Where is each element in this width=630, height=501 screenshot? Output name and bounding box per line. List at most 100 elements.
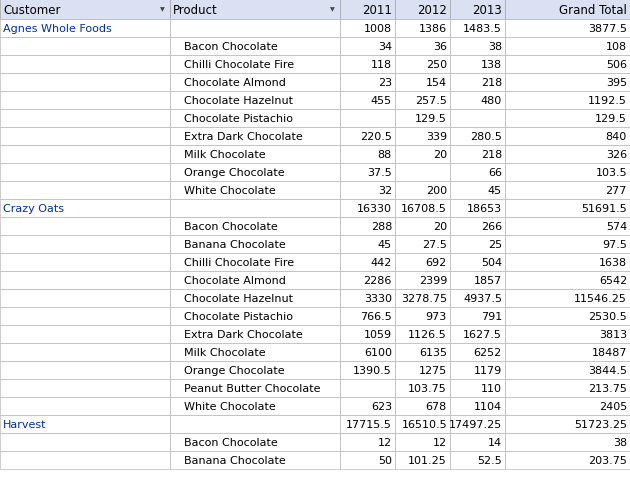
Bar xyxy=(395,128,450,146)
Text: 3877.5: 3877.5 xyxy=(588,24,627,34)
Text: 213.75: 213.75 xyxy=(588,383,627,393)
Text: 45: 45 xyxy=(488,186,502,195)
Bar xyxy=(450,235,505,254)
Text: Extra Dark Chocolate: Extra Dark Chocolate xyxy=(184,132,303,142)
Bar xyxy=(450,343,505,361)
Bar xyxy=(170,433,340,451)
Bar xyxy=(505,308,630,325)
Bar xyxy=(0,20,170,38)
Text: 16708.5: 16708.5 xyxy=(401,203,447,213)
Bar xyxy=(340,56,395,74)
Bar xyxy=(0,0,170,20)
Text: 266: 266 xyxy=(481,221,502,231)
Bar xyxy=(170,290,340,308)
Text: 791: 791 xyxy=(481,312,502,321)
Text: Banana Chocolate: Banana Chocolate xyxy=(184,455,286,465)
Bar xyxy=(0,254,170,272)
Bar xyxy=(505,290,630,308)
Bar xyxy=(0,217,170,235)
Bar xyxy=(0,110,170,128)
Text: 1857: 1857 xyxy=(474,276,502,286)
Bar xyxy=(170,38,340,56)
Text: 118: 118 xyxy=(371,60,392,70)
Bar xyxy=(395,235,450,254)
Text: 17715.5: 17715.5 xyxy=(346,419,392,429)
Bar xyxy=(0,325,170,343)
Bar xyxy=(450,415,505,433)
Text: 277: 277 xyxy=(605,186,627,195)
Bar xyxy=(0,343,170,361)
Text: Chilli Chocolate Fire: Chilli Chocolate Fire xyxy=(184,258,294,268)
Text: ▼: ▼ xyxy=(159,8,164,13)
Text: Bacon Chocolate: Bacon Chocolate xyxy=(184,437,278,447)
Bar xyxy=(170,110,340,128)
Bar xyxy=(395,451,450,469)
Text: 38: 38 xyxy=(488,42,502,52)
Bar xyxy=(340,92,395,110)
Text: 154: 154 xyxy=(426,78,447,88)
Bar xyxy=(450,325,505,343)
Text: 108: 108 xyxy=(606,42,627,52)
Bar xyxy=(395,433,450,451)
Bar xyxy=(450,199,505,217)
Bar xyxy=(340,433,395,451)
Bar xyxy=(170,254,340,272)
Text: Milk Chocolate: Milk Chocolate xyxy=(184,347,266,357)
Bar xyxy=(0,415,170,433)
Text: Crazy Oats: Crazy Oats xyxy=(3,203,64,213)
Bar xyxy=(450,146,505,164)
Text: 20: 20 xyxy=(433,221,447,231)
Text: 138: 138 xyxy=(481,60,502,70)
Bar xyxy=(340,0,395,20)
Bar xyxy=(170,343,340,361)
Bar xyxy=(505,182,630,199)
Bar xyxy=(170,361,340,379)
Bar xyxy=(505,217,630,235)
Text: 2286: 2286 xyxy=(364,276,392,286)
Bar xyxy=(505,199,630,217)
Bar xyxy=(450,379,505,397)
Text: 766.5: 766.5 xyxy=(360,312,392,321)
Text: 101.25: 101.25 xyxy=(408,455,447,465)
Bar xyxy=(450,110,505,128)
Bar xyxy=(0,146,170,164)
Bar xyxy=(395,379,450,397)
Text: 11546.25: 11546.25 xyxy=(574,294,627,304)
Text: Customer: Customer xyxy=(3,4,60,17)
Text: 32: 32 xyxy=(378,186,392,195)
Bar xyxy=(170,0,340,20)
Bar xyxy=(450,20,505,38)
Text: White Chocolate: White Chocolate xyxy=(184,186,276,195)
Text: Milk Chocolate: Milk Chocolate xyxy=(184,150,266,160)
Bar xyxy=(395,361,450,379)
Bar xyxy=(0,379,170,397)
Text: Chilli Chocolate Fire: Chilli Chocolate Fire xyxy=(184,60,294,70)
Bar xyxy=(170,397,340,415)
Bar xyxy=(340,451,395,469)
Bar xyxy=(505,235,630,254)
Bar xyxy=(450,38,505,56)
Text: 6135: 6135 xyxy=(419,347,447,357)
Bar xyxy=(450,272,505,290)
Bar xyxy=(505,379,630,397)
Bar xyxy=(505,164,630,182)
Bar xyxy=(505,325,630,343)
Text: 1638: 1638 xyxy=(599,258,627,268)
Bar xyxy=(170,217,340,235)
Text: Agnes Whole Foods: Agnes Whole Foods xyxy=(3,24,112,34)
Text: 3844.5: 3844.5 xyxy=(588,365,627,375)
Text: 18487: 18487 xyxy=(592,347,627,357)
Bar xyxy=(505,20,630,38)
Bar xyxy=(395,325,450,343)
Bar xyxy=(0,182,170,199)
Bar xyxy=(340,74,395,92)
Text: 23: 23 xyxy=(378,78,392,88)
Bar xyxy=(395,308,450,325)
Text: Chocolate Pistachio: Chocolate Pistachio xyxy=(184,312,293,321)
Bar xyxy=(395,217,450,235)
Text: 51691.5: 51691.5 xyxy=(581,203,627,213)
Text: 840: 840 xyxy=(606,132,627,142)
Text: 2011: 2011 xyxy=(362,4,392,17)
Bar xyxy=(395,272,450,290)
Text: 51723.25: 51723.25 xyxy=(574,419,627,429)
